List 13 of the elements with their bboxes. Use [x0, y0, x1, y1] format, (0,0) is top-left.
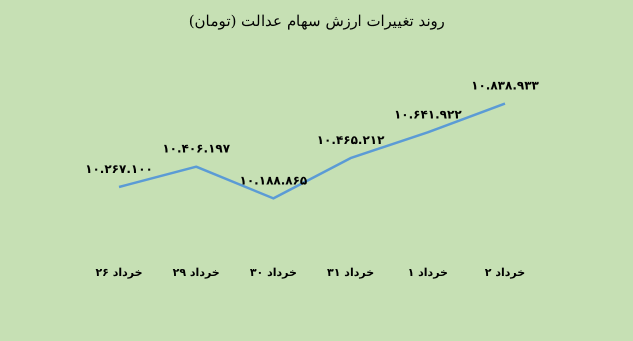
chart-title: روند تغییرات ارزش سهام عدالت (تومان): [188, 12, 446, 30]
x-tick-label: ۳۱ خرداد: [327, 266, 374, 279]
x-tick-label: ۱ خرداد: [408, 266, 448, 279]
x-tick-label: ۳۰ خرداد: [250, 266, 297, 279]
data-label: ۱۰.۸۳۸.۹۳۳: [471, 78, 540, 93]
x-tick-label: ۲ خرداد: [484, 266, 526, 279]
x-tick-label: ۲۶ خرداد: [95, 266, 143, 279]
data-label: ۱۰.۶۴۱.۹۲۲: [394, 107, 462, 122]
data-label: ۱۰.۱۸۸.۸۶۵: [240, 173, 308, 188]
data-label: ۱۰.۲۶۷.۱۰۰: [85, 162, 153, 176]
data-label: ۱۰.۴۰۶.۱۹۷: [162, 142, 231, 156]
x-tick-label: ۲۹ خرداد: [172, 266, 220, 279]
data-label: ۱۰.۴۶۵.۲۱۲: [316, 133, 386, 148]
